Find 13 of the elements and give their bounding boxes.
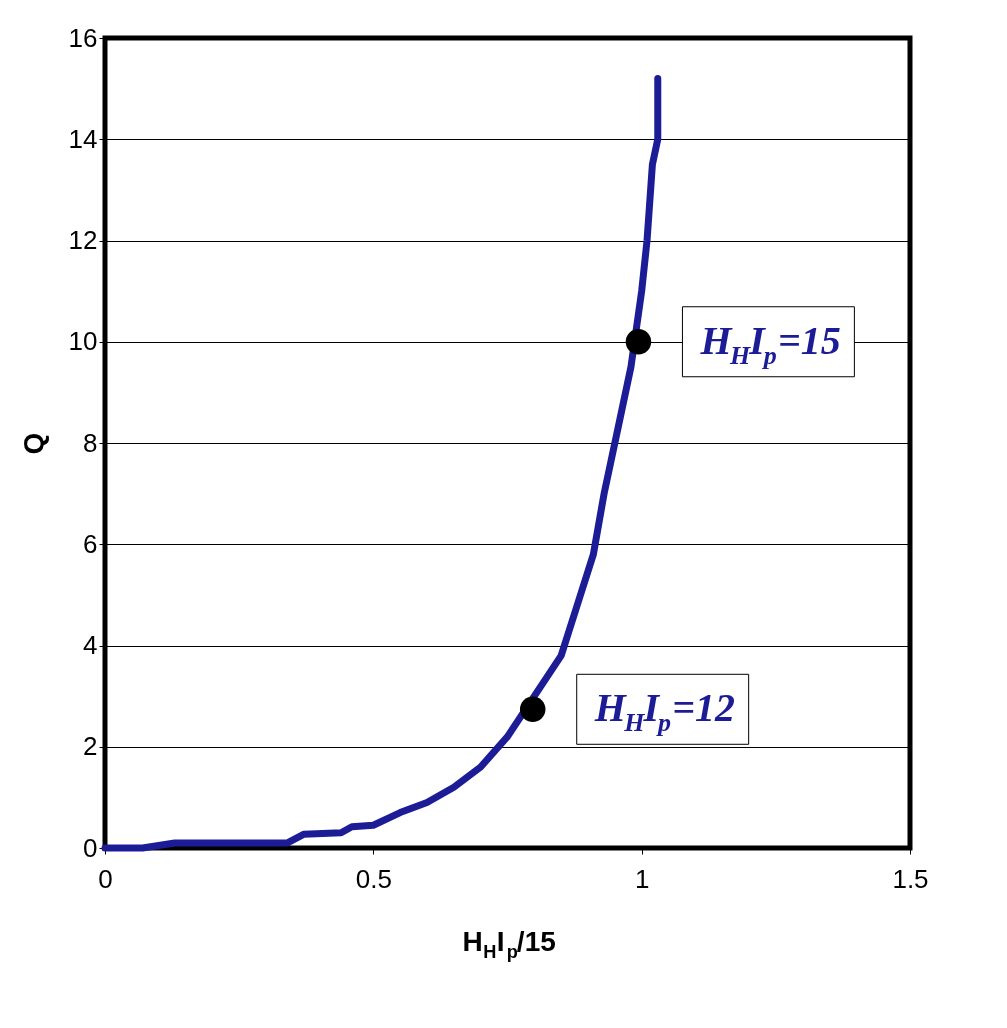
y-tick-label: 2 <box>83 731 98 762</box>
x-tick-label: 0.5 <box>355 863 392 894</box>
y-axis-title: Q <box>17 432 49 455</box>
y-tick-label: 14 <box>68 123 98 154</box>
y-tick-label: 6 <box>83 528 98 559</box>
y-tick-label: 10 <box>68 326 98 357</box>
y-tick-label: 8 <box>83 427 98 458</box>
y-tick-label: 12 <box>68 225 98 255</box>
y-tick-label: 16 <box>68 22 98 53</box>
x-tick-label: 1.5 <box>892 863 929 894</box>
y-tick-label: 4 <box>83 630 98 660</box>
y-tick-label: 0 <box>83 832 98 863</box>
x-tick-label: 1 <box>634 863 650 894</box>
